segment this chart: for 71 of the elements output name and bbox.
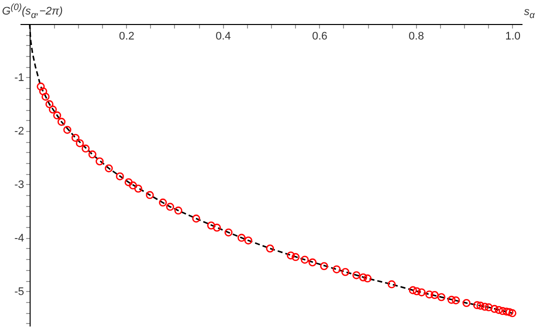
- y-tick-label: -5: [14, 286, 24, 298]
- point: [266, 244, 274, 252]
- point: [425, 290, 434, 298]
- point: [72, 134, 80, 142]
- point: [473, 301, 482, 310]
- point: [82, 144, 90, 153]
- point: [36, 82, 45, 91]
- x-tick-label: 0.4: [216, 30, 231, 42]
- point: [494, 306, 503, 314]
- point: [430, 291, 439, 299]
- point: [45, 100, 54, 108]
- y-tick-label: -2: [14, 125, 24, 138]
- y-tick-label: -4: [14, 232, 24, 244]
- point: [352, 271, 360, 280]
- point: [452, 296, 460, 304]
- point: [207, 222, 216, 230]
- point: [462, 299, 470, 308]
- point: [286, 251, 295, 260]
- y-axis-title: G$^{(0)}$(s$_{α}$,−2π): [2, 2, 63, 20]
- point: [104, 164, 113, 172]
- point: [437, 293, 446, 302]
- point: [292, 253, 300, 262]
- point: [158, 198, 167, 207]
- point: [408, 286, 417, 294]
- point: [124, 178, 133, 186]
- point: [244, 236, 252, 244]
- point: [166, 202, 174, 211]
- point: [490, 304, 498, 313]
- point: [88, 150, 96, 158]
- point: [224, 228, 233, 236]
- point: [238, 234, 246, 242]
- point: [146, 191, 154, 200]
- x-axis-title: s$_{α}$: [524, 6, 535, 20]
- y-tick-label: -1: [14, 72, 24, 84]
- point: [332, 265, 341, 274]
- point: [320, 262, 328, 270]
- x-tick-label: 0.2: [119, 30, 134, 42]
- point: [76, 139, 84, 148]
- point: [58, 118, 66, 126]
- point: [418, 288, 426, 296]
- point: [364, 274, 372, 282]
- point: [480, 302, 489, 311]
- x-tick-label: 0.6: [312, 30, 328, 42]
- y-tick-label: -3: [14, 178, 24, 191]
- point: [498, 307, 507, 316]
- point: [502, 308, 511, 316]
- point: [48, 106, 57, 114]
- point: [341, 268, 350, 276]
- point: [476, 302, 484, 310]
- point: [174, 206, 182, 215]
- point: [134, 184, 142, 193]
- point: [53, 111, 62, 120]
- point: [116, 172, 124, 180]
- point: [508, 309, 516, 318]
- point: [359, 273, 368, 282]
- point: [39, 87, 48, 96]
- x-tick-label: 1.0: [505, 30, 520, 42]
- point: [42, 92, 50, 101]
- point: [308, 258, 317, 266]
- point: [192, 214, 200, 223]
- point: [212, 224, 221, 232]
- point: [128, 181, 137, 190]
- point: [412, 287, 421, 296]
- point: [300, 256, 309, 264]
- point: [96, 157, 104, 166]
- x-tick-label: 0.8: [408, 30, 424, 42]
- point: [448, 296, 456, 304]
- point: [388, 280, 396, 288]
- point: [484, 303, 493, 312]
- point: [63, 126, 72, 134]
- point: [505, 308, 514, 316]
